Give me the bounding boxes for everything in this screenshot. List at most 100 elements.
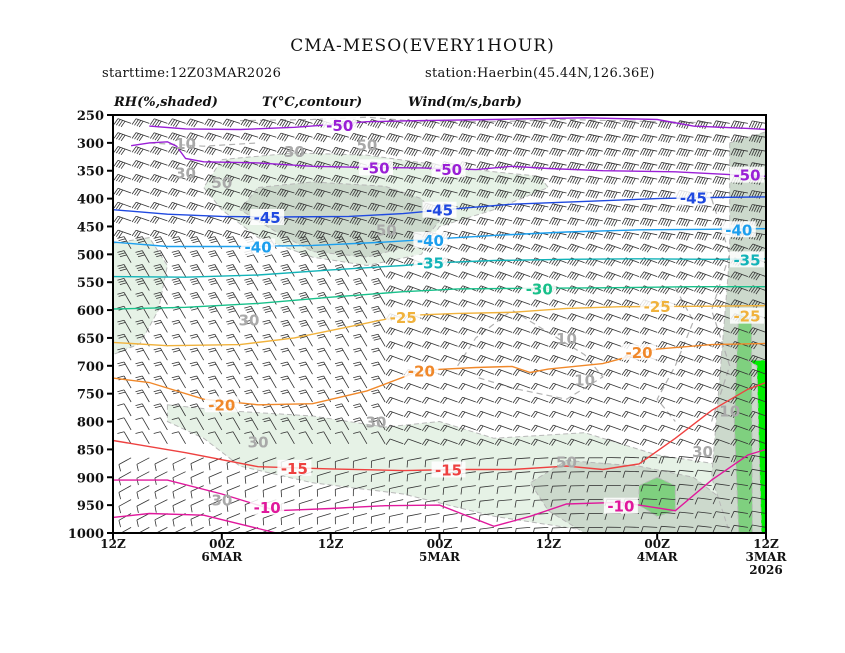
contour-label-layer: -50 -50 -50 -50 -45 -45 -45 -40 -40 -40 -35 -35 -30 -… <box>175 117 764 517</box>
wind-barb <box>226 431 241 445</box>
wind-barb <box>604 485 621 493</box>
wind-barb <box>694 327 712 336</box>
wind-barb <box>494 175 513 185</box>
wind-barb <box>567 299 585 308</box>
wind-barb <box>458 189 476 198</box>
wind-barb <box>603 217 621 227</box>
wind-barb <box>136 485 150 500</box>
wind-barb <box>240 230 259 239</box>
y-tick-label: 700 <box>77 360 104 375</box>
wind-barb <box>512 231 531 240</box>
rh-contour-line <box>239 116 712 124</box>
wind-barb <box>658 498 676 506</box>
wind-barb <box>585 355 603 364</box>
wind-barb <box>512 410 531 419</box>
wind-barb <box>276 188 295 198</box>
wind-barb <box>476 327 495 336</box>
wind-barb <box>298 236 313 249</box>
wind-barb <box>207 375 223 389</box>
wind-barb <box>331 132 349 143</box>
temperature-contour-label: -25 <box>390 309 417 327</box>
wind-barb <box>244 292 259 305</box>
wind-barb <box>748 120 766 130</box>
wind-barb <box>530 438 549 446</box>
wind-barb <box>385 299 404 308</box>
wind-barb <box>658 484 676 492</box>
wind-barb <box>316 347 332 361</box>
wind-barb <box>639 217 658 227</box>
wind-barb <box>440 355 458 363</box>
wind-barb <box>476 133 494 143</box>
wind-barb <box>530 410 549 419</box>
wind-barb <box>639 327 658 336</box>
wind-barb <box>298 375 313 389</box>
wind-barb <box>567 369 585 378</box>
wind-barb <box>186 174 204 184</box>
wind-barb <box>440 327 458 336</box>
wind-barb <box>440 410 458 419</box>
wind-barb <box>603 175 621 185</box>
wind-barb <box>748 496 766 504</box>
wind-barb <box>371 361 386 375</box>
wind-barb <box>748 438 766 446</box>
wind-barb <box>548 369 567 377</box>
wind-barb <box>371 333 386 347</box>
wind-barb <box>135 361 150 375</box>
wind-barb <box>406 457 422 468</box>
wind-barb <box>207 292 223 305</box>
wind-barb <box>478 485 494 495</box>
wind-barb <box>440 119 458 129</box>
wind-barb <box>476 119 494 129</box>
wind-barb <box>334 292 350 305</box>
wind-barb <box>550 499 567 507</box>
wind-barb <box>676 176 694 185</box>
wind-barb <box>280 485 295 498</box>
wind-barb <box>118 513 132 528</box>
wind-barb <box>712 231 730 241</box>
starttime-label: starttime:12Z03MAR2026 <box>102 66 282 81</box>
wind-barb <box>422 147 440 157</box>
wind-barb <box>406 485 422 496</box>
wind-barb <box>244 417 259 431</box>
wind-barb <box>258 230 277 239</box>
wind-barb <box>512 341 531 350</box>
wind-barb <box>712 243 730 253</box>
wind-barb <box>136 457 150 472</box>
wind-barb <box>353 319 368 333</box>
y-tick-label: 600 <box>77 304 104 319</box>
wind-barb <box>694 162 712 171</box>
wind-barb <box>548 327 567 336</box>
temperature-contour-label: -20 <box>625 344 652 362</box>
wind-barb <box>190 471 204 485</box>
wind-barb <box>458 230 476 240</box>
wind-barb <box>117 347 132 361</box>
wind-barb <box>730 524 748 532</box>
wind-barb <box>334 417 350 431</box>
wind-barb <box>440 133 458 143</box>
wind-barb <box>244 389 259 403</box>
wind-barb <box>117 361 132 375</box>
contour-label-bg <box>522 280 557 297</box>
temperature-contour-label: -20 <box>208 396 235 414</box>
rh-contour-line <box>457 309 604 400</box>
wind-barb <box>549 147 567 157</box>
contour-label-bg <box>250 498 285 515</box>
wind-barb <box>494 217 513 226</box>
wind-barb <box>730 327 749 336</box>
wind-barb <box>370 499 386 510</box>
wind-barb <box>136 513 150 527</box>
wind-barb <box>136 499 150 513</box>
wind-barb <box>131 174 150 183</box>
wind-barb <box>530 299 549 308</box>
wind-barb <box>131 215 150 224</box>
wind-barb <box>479 527 494 533</box>
wind-barb <box>712 313 730 323</box>
wind-barb <box>171 431 186 445</box>
wind-barb <box>639 189 658 199</box>
wind-barb <box>730 204 748 213</box>
wind-barb <box>712 271 730 281</box>
wind-barb <box>712 424 730 432</box>
wind-barb <box>458 382 476 391</box>
wind-barb <box>748 424 766 432</box>
wind-barb <box>222 188 241 198</box>
